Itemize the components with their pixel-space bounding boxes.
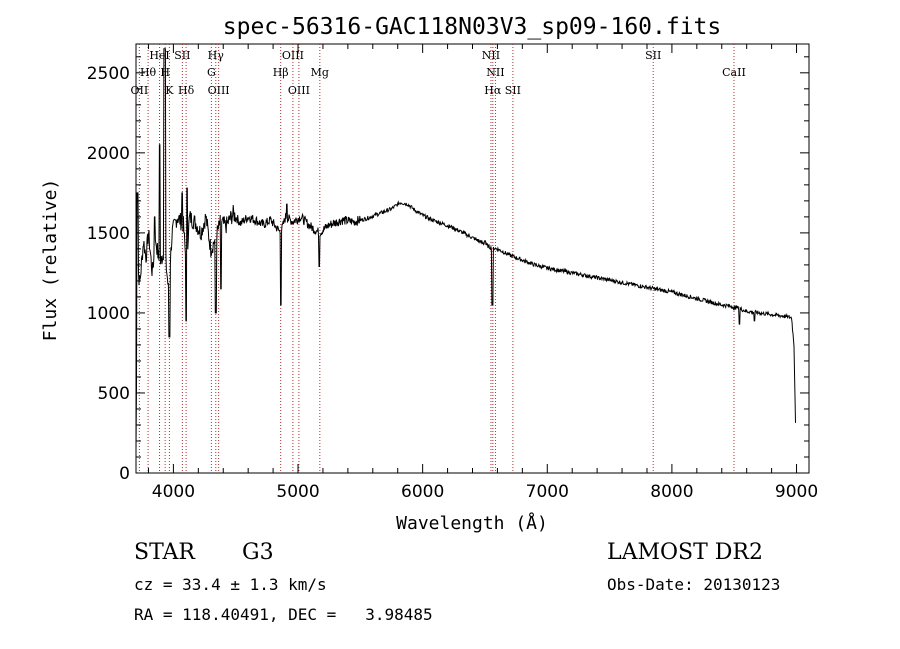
line-marker-layer: OIIHθHeIHKSIIHδHγGOIIIHβOIIIOIIIMgNIINII… — [131, 44, 746, 473]
spectrum-series — [135, 48, 796, 450]
y-tick-label: 500 — [98, 384, 130, 404]
line-marker-label: K — [165, 84, 174, 97]
line-marker-label: G — [207, 66, 216, 79]
x-tick-label: 6000 — [401, 482, 444, 502]
x-tick-label: 8000 — [650, 482, 693, 502]
y-tick-label: 1000 — [87, 304, 130, 324]
object-subclass: G3 — [242, 540, 274, 565]
y-axis-label: Flux (relative) — [40, 179, 61, 342]
line-marker-label: NII — [482, 49, 500, 62]
survey-name: LAMOST DR2 — [607, 540, 763, 565]
x-tick-label: 7000 — [526, 482, 569, 502]
observation-date: Obs-Date: 20130123 — [607, 575, 781, 594]
y-tick-label: 2500 — [87, 64, 130, 84]
chart-title: spec-56316-GAC118N03V3_sp09-160.fits — [223, 14, 722, 40]
x-axis: 4000 5000 6000 7000 8000 9000 — [147, 44, 818, 502]
line-marker-label: SII — [505, 84, 521, 97]
line-marker-label: CaII — [722, 66, 746, 79]
line-marker-label: Mg — [311, 66, 329, 79]
y-axis: 0 500 1000 1500 2000 2500 — [87, 56, 809, 484]
line-marker-label: HeI — [149, 49, 169, 62]
line-marker-label: SII — [174, 49, 190, 62]
line-marker-label: OIII — [288, 84, 310, 97]
x-tick-label: 9000 — [775, 482, 818, 502]
plot-frame — [135, 43, 810, 474]
line-marker-label: SII — [645, 49, 661, 62]
line-marker-label: NII — [486, 66, 504, 79]
line-marker-label: Hδ — [178, 84, 195, 97]
line-marker-label: OIII — [282, 49, 304, 62]
x-tick-label: 5000 — [276, 482, 319, 502]
object-class: STAR — [134, 540, 195, 565]
plot-area: OIIHθHeIHKSIIHδHγGOIIIHβOIIIOIIIMgNIINII… — [87, 43, 818, 502]
x-tick-label: 4000 — [152, 482, 195, 502]
x-axis-label: Wavelength (Å) — [396, 512, 548, 534]
y-tick-label: 0 — [119, 464, 130, 484]
line-marker-label: Hθ — [140, 66, 157, 79]
line-marker-label: Hβ — [273, 66, 289, 79]
line-marker-label: OIII — [208, 84, 230, 97]
redshift-cz: cz = 33.4 ± 1.3 km/s — [134, 575, 327, 594]
line-marker-label: OII — [131, 84, 149, 97]
line-marker-label: Hγ — [208, 49, 225, 62]
line-marker-label: Hα — [484, 84, 502, 97]
spectrum-line — [135, 48, 796, 450]
y-tick-label: 2000 — [87, 144, 130, 164]
y-tick-label: 1500 — [87, 224, 130, 244]
sky-coordinates: RA = 118.40491, DEC = 3.98485 — [134, 605, 433, 624]
